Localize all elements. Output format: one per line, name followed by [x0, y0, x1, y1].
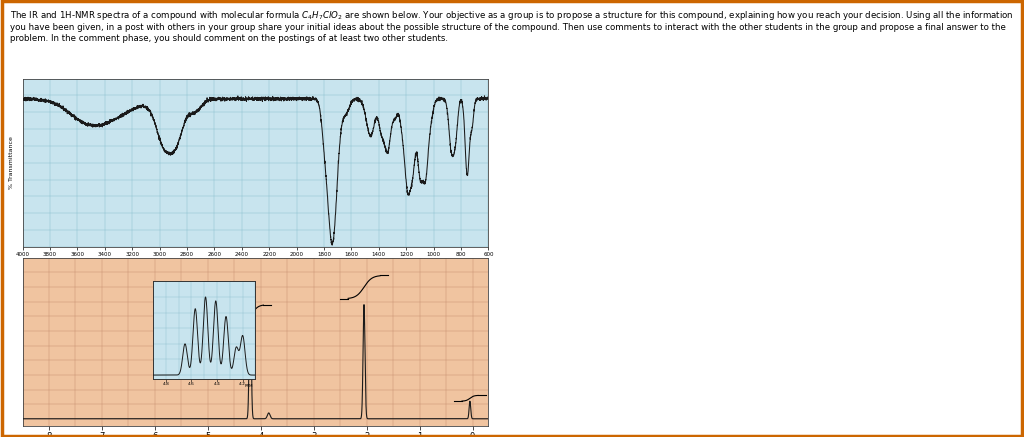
Text: The IR and 1H-NMR spectra of a compound with molecular formula $C_4H_7ClO_2$ are: The IR and 1H-NMR spectra of a compound …	[10, 9, 1014, 42]
Y-axis label: % Transmittance: % Transmittance	[9, 136, 14, 189]
X-axis label: Wavenumber (cm$^{-1}$): Wavenumber (cm$^{-1}$)	[218, 258, 293, 271]
